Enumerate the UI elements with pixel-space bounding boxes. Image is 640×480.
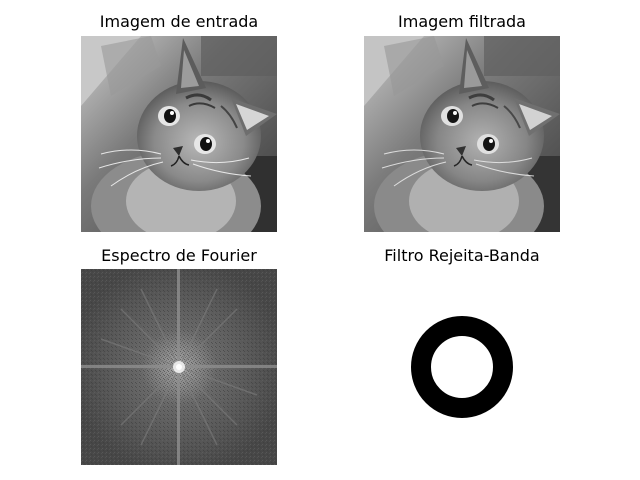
cat-photo-input: [81, 36, 277, 232]
filtered-image: [364, 36, 560, 232]
filter-mask: [364, 269, 560, 465]
title-input-image: Imagem de entrada: [81, 13, 277, 31]
band-reject-filter: [364, 269, 560, 465]
input-image: [81, 36, 277, 232]
fourier-spectrum: [81, 269, 277, 465]
title-filtered-image: Imagem filtrada: [364, 13, 560, 31]
title-band-reject-filter: Filtro Rejeita-Banda: [364, 247, 560, 265]
spectrum-plot: [81, 269, 277, 465]
title-fourier-spectrum: Espectro de Fourier: [81, 247, 277, 265]
cat-photo-filtered: [364, 36, 560, 232]
